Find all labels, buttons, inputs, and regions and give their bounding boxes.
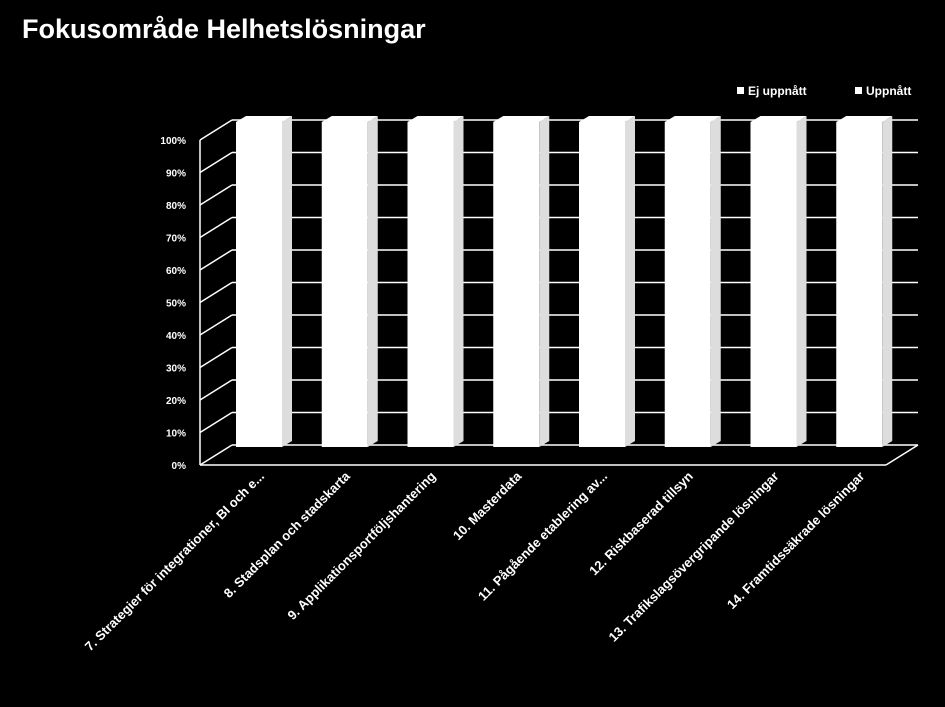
x-category-label: 13. Trafikslagsövergripande lösningar xyxy=(605,469,781,645)
bar-front xyxy=(493,122,540,447)
bar-uppnatt xyxy=(407,116,464,447)
bar-top xyxy=(579,116,635,122)
bar-top xyxy=(750,116,807,122)
legend-label: Uppnått xyxy=(866,84,911,98)
bar-front xyxy=(407,122,454,447)
floor-edge xyxy=(885,444,919,466)
bar-side xyxy=(796,116,807,447)
axes xyxy=(199,140,919,466)
gridline-side xyxy=(199,184,233,206)
y-axis-ticks: 0% 10% 20% 30% 40% 50% 60% 70% 80% 90% 100% xyxy=(160,136,186,472)
bar-uppnatt xyxy=(321,116,378,447)
bar-uppnatt xyxy=(836,116,893,447)
bar-top xyxy=(836,116,893,122)
bar-uppnatt xyxy=(493,116,550,447)
x-category-label: 10. Masterdata xyxy=(450,468,525,543)
gridline-side xyxy=(199,249,233,271)
bar-side xyxy=(367,116,378,447)
bar-front xyxy=(321,122,368,447)
gridline-side xyxy=(199,411,233,434)
x-category-label: 14. Framtidssäkrade lösningar xyxy=(724,469,867,612)
bar-front xyxy=(579,122,625,447)
bar-top xyxy=(321,116,378,122)
y-tick-label: 60% xyxy=(166,266,186,277)
gridline-side xyxy=(199,151,233,174)
bar-side xyxy=(710,116,721,447)
bar-top xyxy=(236,116,292,122)
y-tick-label: 40% xyxy=(166,331,186,342)
y-tick-label: 80% xyxy=(166,201,186,212)
bar-uppnatt xyxy=(236,116,292,447)
y-tick-label: 50% xyxy=(166,299,186,310)
bar-uppnatt xyxy=(664,116,721,447)
bar-side xyxy=(453,116,464,447)
x-category-label: 9. Applikationsportföljshantering xyxy=(284,468,438,622)
gridline-side xyxy=(199,216,233,239)
gridline-side xyxy=(199,281,233,304)
bar-top xyxy=(664,116,721,122)
bar-side xyxy=(882,116,893,447)
gridlines xyxy=(199,119,918,466)
bar-front xyxy=(750,122,797,447)
gridline-side xyxy=(199,314,233,336)
gridline-side xyxy=(199,444,233,466)
legend-swatch xyxy=(855,87,862,94)
x-axis-labels: 7. Strategier för integrationer, BI och … xyxy=(82,468,868,654)
legend-label: Ej uppnått xyxy=(748,84,807,98)
y-tick-label: 20% xyxy=(166,396,186,407)
legend-swatch xyxy=(737,87,744,94)
y-tick-label: 10% xyxy=(166,429,186,440)
y-tick-label: 90% xyxy=(166,169,186,180)
x-category-label: 7. Strategier för integrationer, BI och … xyxy=(82,469,267,654)
bar-uppnatt xyxy=(579,116,635,447)
legend: Ej uppnått Uppnått xyxy=(737,84,911,98)
y-tick-label: 100% xyxy=(160,136,186,147)
gridline-side xyxy=(199,346,233,369)
bar-side xyxy=(539,116,550,447)
chart-title: Fokusområde Helhetslösningar xyxy=(22,14,426,44)
bar-uppnatt xyxy=(750,116,807,447)
bars xyxy=(236,116,893,447)
bar-side xyxy=(625,116,635,447)
bar-top xyxy=(407,116,464,122)
bar-top xyxy=(493,116,550,122)
y-tick-label: 30% xyxy=(166,364,186,375)
bar-front xyxy=(236,122,282,447)
bar-front xyxy=(836,122,883,447)
bar-front xyxy=(664,122,711,447)
y-tick-label: 70% xyxy=(166,234,186,245)
gridline-side xyxy=(199,119,233,141)
bar-side xyxy=(282,116,292,447)
gridline-side xyxy=(199,379,233,401)
y-tick-label: 0% xyxy=(172,461,187,472)
